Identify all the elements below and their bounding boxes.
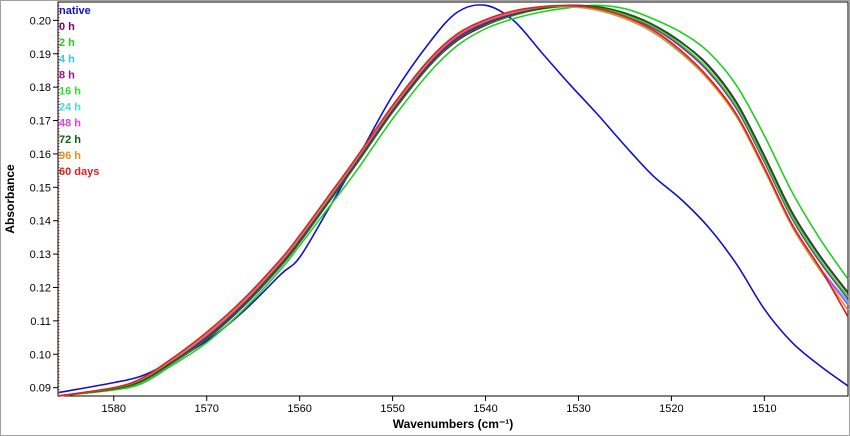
series-line — [57, 4, 849, 397]
legend: native 0 h 2 h 4 h 8 h 16 h 24 h 48 h 72 h 96 h 60… — [59, 5, 99, 178]
axis-layer: 0.09 0.10 0.11 0.12 0.13 0.14 0.15 0.16 0.17 0.18… — [30, 15, 777, 415]
y-axis-title: Absorbance — [3, 164, 17, 234]
series-line — [57, 4, 849, 397]
legend-entry: 24 h — [59, 102, 81, 114]
legend-entry: 4 h — [59, 53, 75, 65]
legend-entry: 8 h — [59, 69, 75, 81]
y-tick-label: 0.09 — [30, 383, 51, 395]
y-tick-label: 0.19 — [30, 49, 51, 61]
y-tick-label: 0.18 — [30, 82, 51, 94]
series-layer — [57, 4, 849, 397]
x-tick-label: 1580 — [102, 403, 126, 415]
y-tick-label: 0.17 — [30, 116, 51, 128]
legend-entry: 96 h — [59, 150, 81, 162]
x-axis-title: Wavenumbers (cm⁻¹) — [393, 417, 514, 431]
y-tick-label: 0.13 — [30, 249, 51, 261]
x-tick-label: 1560 — [287, 403, 311, 415]
y-tick-label: 0.20 — [30, 15, 51, 27]
legend-entry: 48 h — [59, 118, 81, 130]
legend-entry: native — [59, 5, 91, 17]
plot-area — [57, 1, 849, 397]
y-tick-label: 0.11 — [30, 316, 51, 328]
y-tick-label: 0.15 — [30, 182, 51, 194]
legend-entry: 72 h — [59, 134, 81, 146]
legend-entry: 2 h — [59, 37, 75, 49]
x-tick-label: 1520 — [659, 403, 683, 415]
x-tick-label: 1510 — [752, 403, 776, 415]
x-tick-label: 1540 — [473, 403, 497, 415]
x-tick-label: 1530 — [566, 403, 590, 415]
series-line — [57, 4, 849, 397]
y-tick-label: 0.12 — [30, 282, 51, 294]
legend-entry: 16 h — [59, 86, 81, 98]
y-tick-label: 0.10 — [30, 349, 51, 361]
legend-entry: 0 h — [59, 21, 75, 33]
y-tick-label: 0.16 — [30, 149, 51, 161]
x-tick-label: 1570 — [194, 403, 218, 415]
legend-entry: 60 days — [59, 166, 99, 178]
x-tick-label: 1550 — [380, 403, 404, 415]
y-tick-label: 0.14 — [30, 216, 51, 228]
